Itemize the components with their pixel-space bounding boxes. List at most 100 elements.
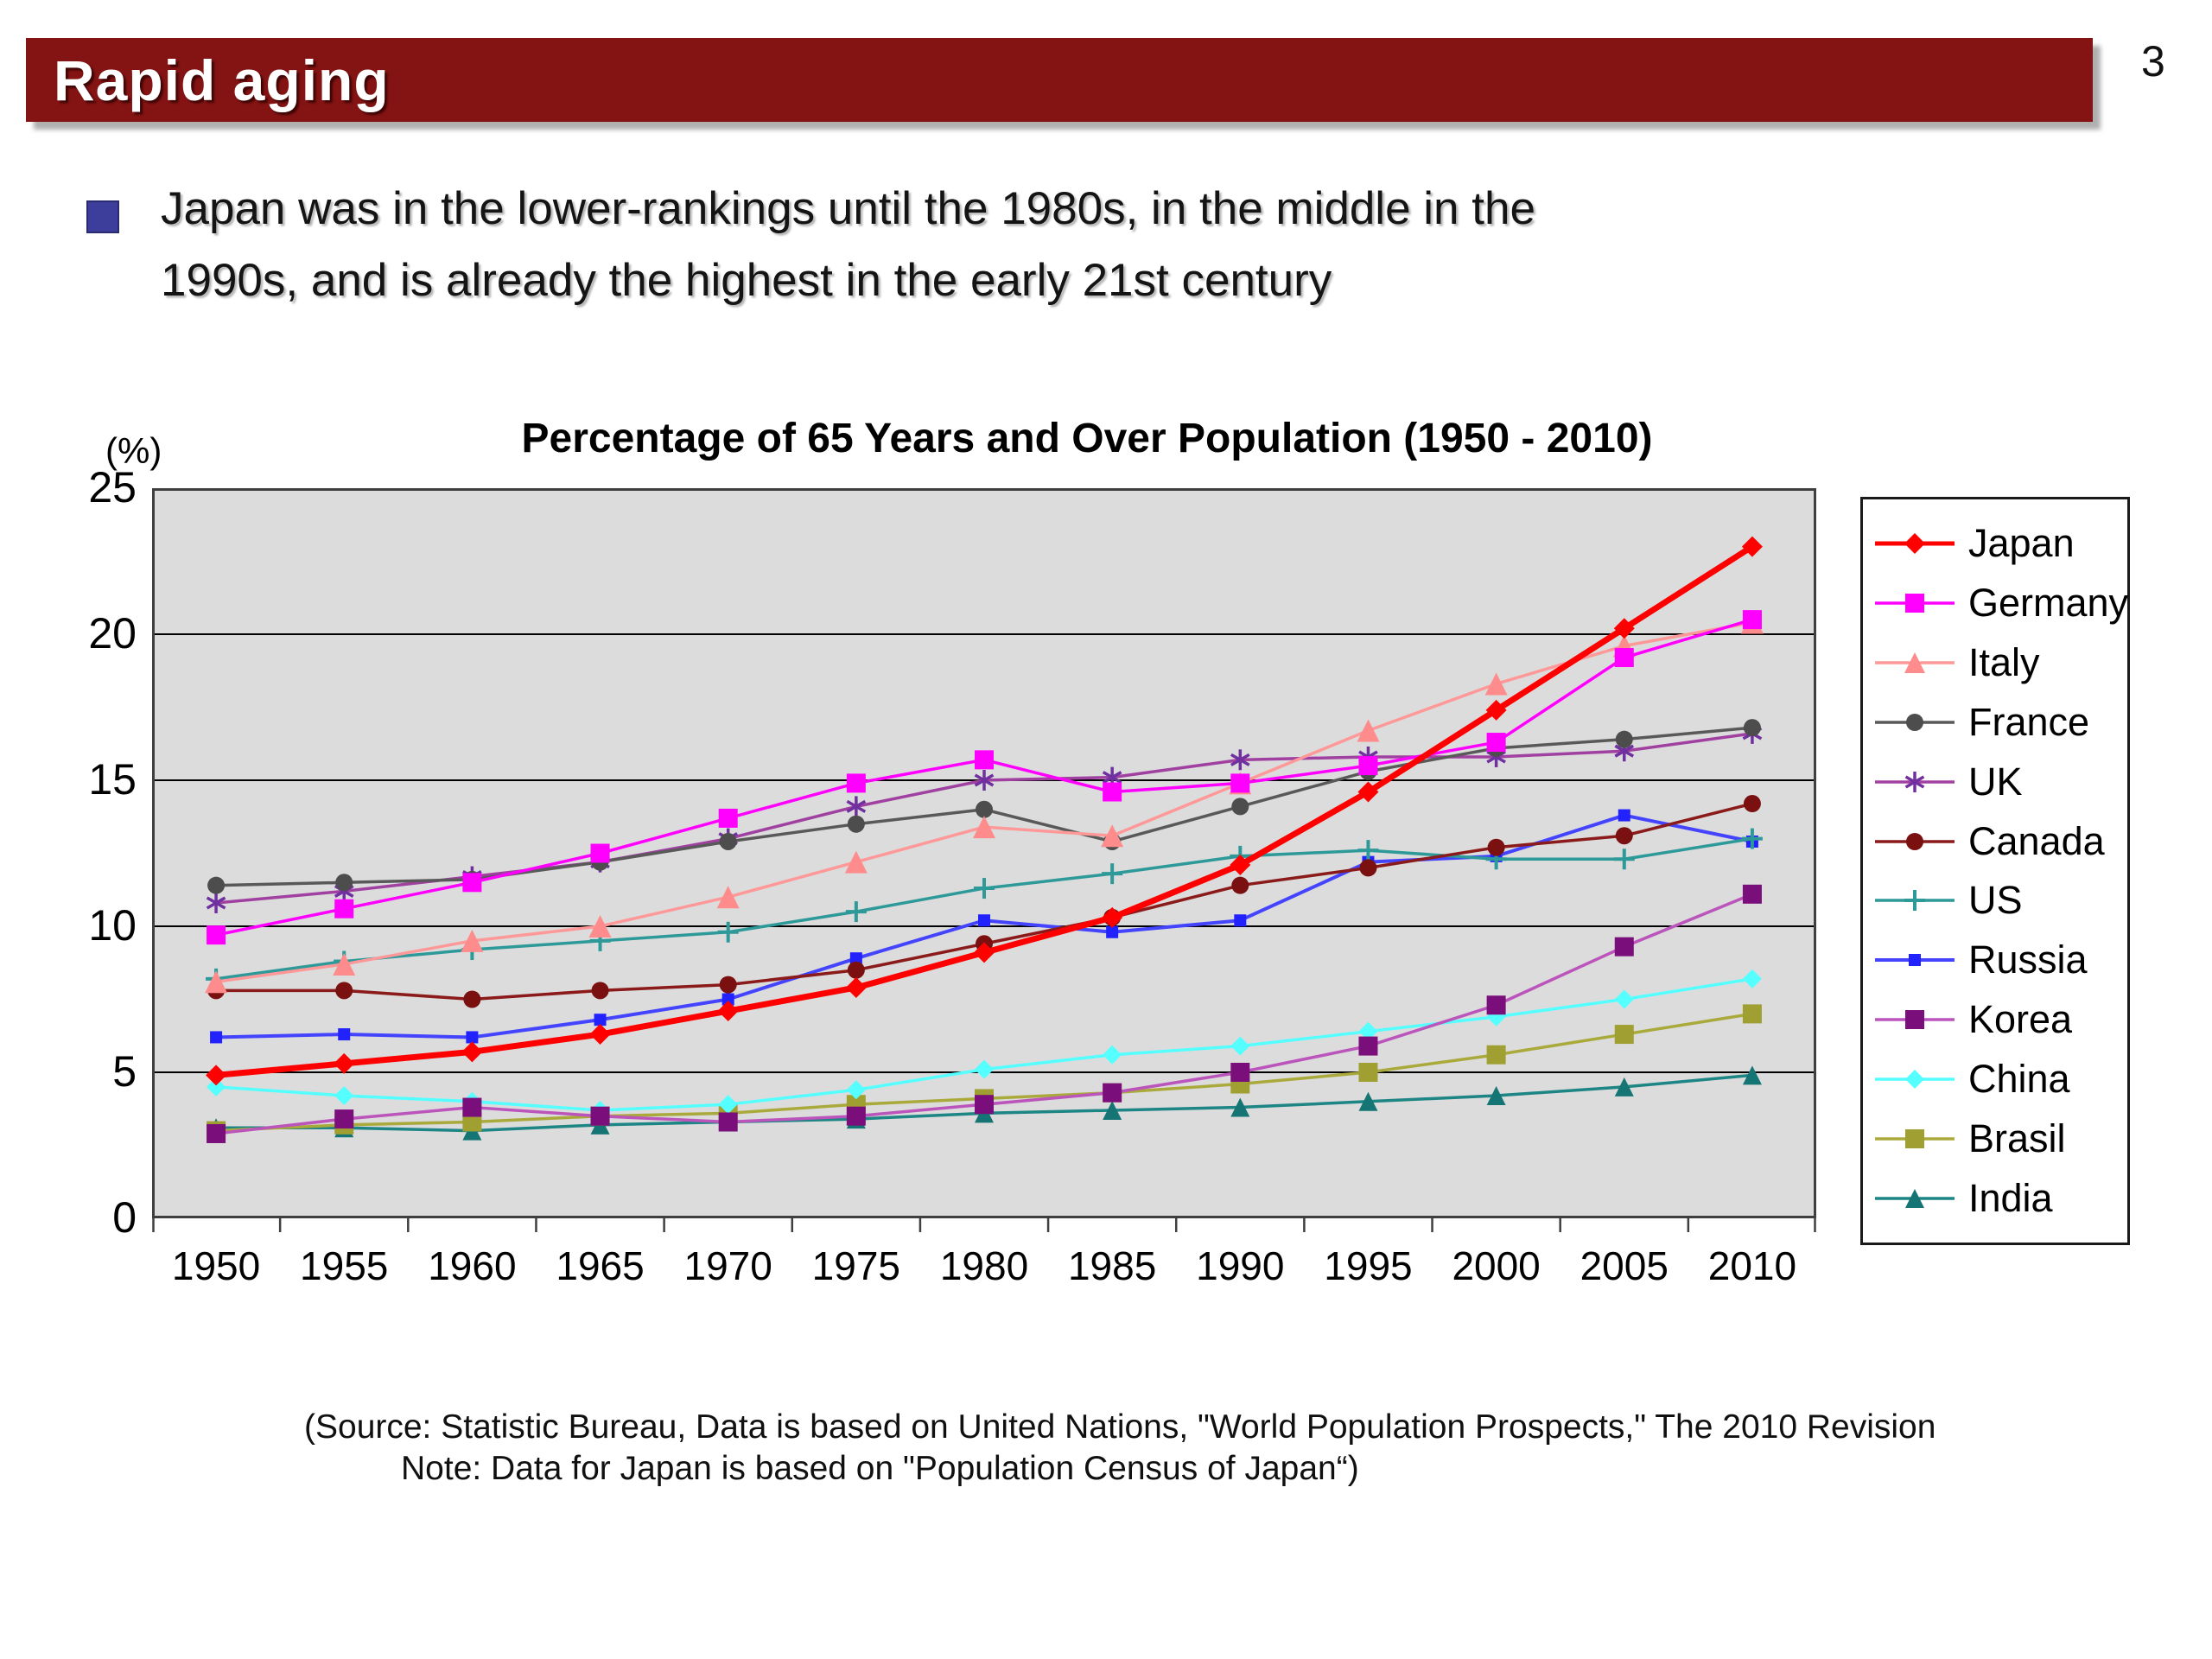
square-marker	[1618, 809, 1630, 822]
triangle-marker	[1357, 719, 1380, 742]
x-tick-label: 1955	[300, 1243, 389, 1288]
triangle-marker	[1904, 652, 1925, 673]
x-tick-label: 2005	[1580, 1243, 1669, 1288]
square-marker	[1103, 782, 1122, 802]
square-marker	[846, 773, 866, 793]
circle-marker	[847, 815, 865, 833]
y-tick-label: 10	[88, 901, 137, 950]
triangle-marker	[1742, 1065, 1762, 1085]
diamond-marker	[1485, 699, 1507, 721]
diamond-marker	[717, 1001, 739, 1022]
circle-marker	[463, 990, 481, 1008]
asterisk-marker	[846, 796, 867, 817]
x-tick-label: 1965	[556, 1243, 645, 1288]
x-tick-label: 1975	[811, 1243, 901, 1288]
legend-item-france: France	[1873, 696, 2127, 749]
legend-item-canada: Canada	[1873, 815, 2127, 868]
square-marker	[1614, 937, 1634, 957]
legend-label: Korea	[1968, 997, 2073, 1042]
square-marker	[590, 1106, 610, 1126]
diamond-marker	[1102, 906, 1123, 928]
square-marker	[462, 873, 482, 893]
square-marker	[1230, 1063, 1250, 1082]
square-marker	[1106, 925, 1119, 938]
legend-swatch-asterisk-icon	[1875, 771, 1955, 792]
square-marker	[1103, 1083, 1122, 1103]
legend-swatch-diamond-icon	[1875, 533, 1955, 554]
triangle-marker	[1486, 1086, 1506, 1106]
square-marker	[1234, 914, 1247, 927]
chart-legend: Japan Germany Italy France UK Canada US Russia K…	[1860, 497, 2130, 1245]
square-marker	[849, 952, 862, 965]
square-marker	[210, 1031, 223, 1044]
circle-marker	[591, 982, 609, 1000]
page-number: 3	[2141, 37, 2165, 86]
plot-border	[152, 488, 1816, 1218]
square-marker	[207, 1123, 226, 1143]
legend-label: Japan	[1968, 521, 2075, 565]
y-tick-label: 5	[112, 1047, 137, 1096]
asterisk-marker	[206, 892, 226, 913]
diamond-marker	[1230, 855, 1251, 876]
circle-marker	[1231, 876, 1249, 894]
plus-marker	[1102, 863, 1123, 885]
y-tick-label: 20	[88, 609, 137, 658]
square-marker	[846, 1106, 866, 1126]
legend-item-russia: Russia	[1873, 933, 2127, 987]
plus-marker	[845, 901, 867, 923]
square-marker	[1358, 1036, 1378, 1056]
square-marker	[1486, 733, 1506, 753]
triangle-marker	[1358, 1091, 1378, 1111]
legend-label: China	[1968, 1057, 2070, 1102]
square-marker	[590, 843, 610, 863]
triangle-marker	[1103, 1100, 1122, 1120]
triangle-marker	[588, 915, 612, 938]
legend-label: US	[1968, 878, 2023, 923]
legend-item-us: US	[1873, 874, 2127, 927]
x-tick-label: 1980	[939, 1243, 1029, 1288]
square-marker	[1905, 1129, 1924, 1149]
source-line1: (Source: Statistic Bureau, Data is based…	[304, 1408, 1936, 1446]
square-marker	[1486, 995, 1506, 1015]
legend-label: France	[1968, 699, 2090, 744]
legend-swatch-diamond-icon	[1875, 1070, 1955, 1090]
triangle-marker	[1484, 672, 1508, 696]
legend-label: Brasil	[1968, 1116, 2066, 1161]
diamond-marker	[589, 1024, 611, 1046]
circle-marker	[976, 800, 993, 818]
legend-swatch-square-icon	[1875, 1129, 1955, 1149]
square-marker	[1905, 593, 1924, 613]
x-tick-label: 1995	[1324, 1243, 1413, 1288]
asterisk-marker	[974, 770, 995, 791]
square-marker	[721, 993, 734, 1006]
plus-marker	[1613, 849, 1635, 870]
circle-marker	[335, 982, 353, 1000]
y-tick-label: 15	[88, 755, 137, 804]
plus-marker	[974, 878, 995, 899]
square-marker	[334, 899, 354, 918]
legend-swatch-square-icon	[1875, 1010, 1955, 1030]
square-marker	[338, 1028, 351, 1041]
square-marker	[1614, 648, 1634, 668]
diamond-marker	[1742, 969, 1762, 988]
x-tick-label: 1970	[683, 1243, 772, 1288]
square-marker	[975, 1095, 994, 1115]
asterisk-marker	[1230, 749, 1250, 771]
bullet-text-line1: Japan was in the lower-rankings until th…	[161, 183, 1535, 234]
legend-item-brasil: Brasil	[1873, 1112, 2127, 1166]
circle-marker	[1906, 832, 1923, 850]
circle-marker	[1615, 827, 1633, 845]
x-tick-label: 2000	[1452, 1243, 1541, 1288]
diamond-marker	[334, 1052, 355, 1074]
circle-marker	[1743, 795, 1761, 813]
square-marker	[1742, 1004, 1762, 1024]
diamond-marker	[1904, 533, 1925, 554]
circle-marker	[1906, 713, 1923, 731]
legend-label: India	[1968, 1175, 2053, 1220]
triangle-marker	[461, 929, 484, 952]
plus-marker	[717, 921, 739, 943]
diamond-marker	[1613, 618, 1635, 639]
circle-marker	[719, 976, 737, 994]
square-marker	[1742, 610, 1762, 630]
plus-marker	[1741, 828, 1763, 849]
